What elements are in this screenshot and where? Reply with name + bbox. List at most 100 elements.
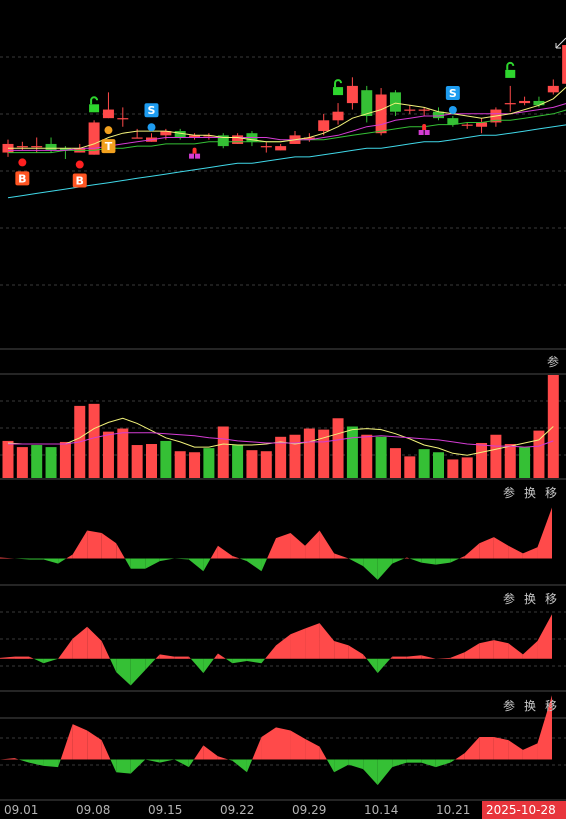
- indicator-area-segment: [493, 537, 509, 559]
- indicator-1-label: 参换移: [503, 486, 566, 500]
- volume-bar: [232, 445, 244, 478]
- indicator-area-segment: [290, 628, 306, 659]
- sell-signal-label: S: [449, 87, 457, 100]
- volume-bar: [346, 426, 358, 478]
- indicator-area-segment: [404, 557, 407, 559]
- indicator-area-segment: [450, 558, 460, 563]
- volume-bar: [318, 429, 330, 478]
- indicator-area-segment: [409, 558, 422, 563]
- indicator-area-segment: [155, 654, 160, 659]
- unlock-shackle: [334, 79, 343, 88]
- indicator-area-segment: [406, 655, 422, 659]
- candle-body: [59, 148, 71, 151]
- indicator-area-segment: [479, 736, 494, 760]
- volume-bar: [260, 451, 272, 478]
- ma-mid-line: [8, 103, 566, 151]
- indicator-area-segment: [210, 545, 218, 559]
- volume-panel[interactable]: [2, 375, 559, 478]
- indicator-area-segment: [537, 695, 552, 760]
- indicator-area-segment: [0, 758, 15, 760]
- indicator-area-segment: [159, 558, 175, 562]
- volume-bar: [246, 450, 258, 478]
- volume-bar: [332, 418, 344, 478]
- indicator-area-segment: [435, 759, 451, 768]
- indicator-area-segment: [377, 658, 391, 674]
- indicator-area-segment: [145, 558, 160, 569]
- volume-bar: [504, 444, 516, 478]
- indicator-area-segment: [276, 727, 291, 760]
- buy-signal-badge: [15, 171, 30, 186]
- indicator-area-segment: [217, 653, 226, 659]
- indicator-area-segment: [72, 530, 88, 559]
- candle-body: [504, 103, 516, 105]
- sell-signal-badge: [144, 103, 159, 118]
- indicator-panel-3[interactable]: [0, 695, 552, 786]
- indicator-area-segment: [29, 558, 44, 560]
- volume-bar: [461, 457, 473, 478]
- indicator-area-segment: [522, 640, 538, 659]
- lock-top-icon: [422, 124, 427, 130]
- volume-bar: [16, 447, 28, 478]
- candle-body: [131, 137, 143, 139]
- indicator-area-segment: [522, 547, 538, 559]
- indicator-area-segment: [276, 634, 291, 659]
- candle-body: [461, 124, 473, 126]
- indicator-area-segment: [246, 658, 262, 664]
- indicator-area-segment: [392, 656, 407, 659]
- indicator-area-segment: [435, 558, 451, 565]
- indicator-area-segment: [363, 558, 378, 580]
- indicator-area-segment: [43, 759, 59, 768]
- cursor-arrow-icon: [555, 37, 566, 49]
- indicator-area-segment: [493, 736, 509, 760]
- volume-bar: [2, 440, 14, 478]
- indicator-panel-2[interactable]: [0, 614, 552, 686]
- lock-icon: [418, 130, 424, 135]
- indicator-area-segment: [110, 759, 117, 773]
- indicator-panel-1[interactable]: [0, 507, 552, 580]
- indicator-area-segment: [130, 658, 146, 686]
- indicator-area-segment: [421, 759, 436, 768]
- indicator-area-segment: [116, 759, 131, 774]
- candle-body: [389, 92, 401, 112]
- buy-dot: [18, 158, 27, 167]
- indicator-area-segment: [18, 759, 30, 763]
- indicator-area-segment: [29, 759, 44, 766]
- volume-bar: [88, 403, 100, 478]
- indicator-area-segment: [537, 507, 552, 559]
- indicator-area-segment: [239, 558, 247, 562]
- indicator-area-segment: [72, 724, 88, 760]
- indicator-area-segment: [261, 558, 268, 572]
- indicator-area-segment: [435, 657, 451, 659]
- unlock-icon: [89, 104, 100, 113]
- indicator-area-segment: [188, 558, 204, 572]
- x-tick-label: 10.14: [364, 803, 399, 817]
- indicator-area-segment: [116, 658, 131, 686]
- lock-icon: [195, 153, 201, 159]
- indicator-area-segment: [188, 656, 191, 659]
- volume-bar: [418, 449, 430, 478]
- indicator-area-segment: [101, 533, 117, 559]
- volume-bar: [447, 459, 459, 478]
- lock-icon: [424, 130, 430, 135]
- volume-ma5-line: [7, 417, 554, 456]
- indicator-area-segment: [363, 759, 378, 786]
- indicator-area-segment: [60, 724, 73, 760]
- indicator-area-segment: [43, 558, 59, 564]
- volume-bar: [203, 448, 215, 478]
- t-dot: [104, 126, 113, 135]
- indicator-area-segment: [33, 658, 44, 664]
- sell-signal-label: S: [148, 104, 156, 117]
- x-tick-label: 09.15: [148, 803, 183, 817]
- volume-bar: [275, 436, 287, 478]
- indicator-area-segment: [190, 658, 204, 674]
- price-panel[interactable]: B B T S S: [2, 30, 566, 199]
- indicator-area-segment: [193, 745, 204, 760]
- indicator-area-segment: [334, 759, 349, 773]
- indicator-area-segment: [87, 530, 102, 559]
- indicator-area-segment: [101, 740, 111, 760]
- indicator-area-segment: [58, 759, 61, 768]
- sell-signal-badge: [445, 86, 460, 100]
- volume-bar: [131, 445, 143, 478]
- indicator-area-segment: [390, 656, 393, 659]
